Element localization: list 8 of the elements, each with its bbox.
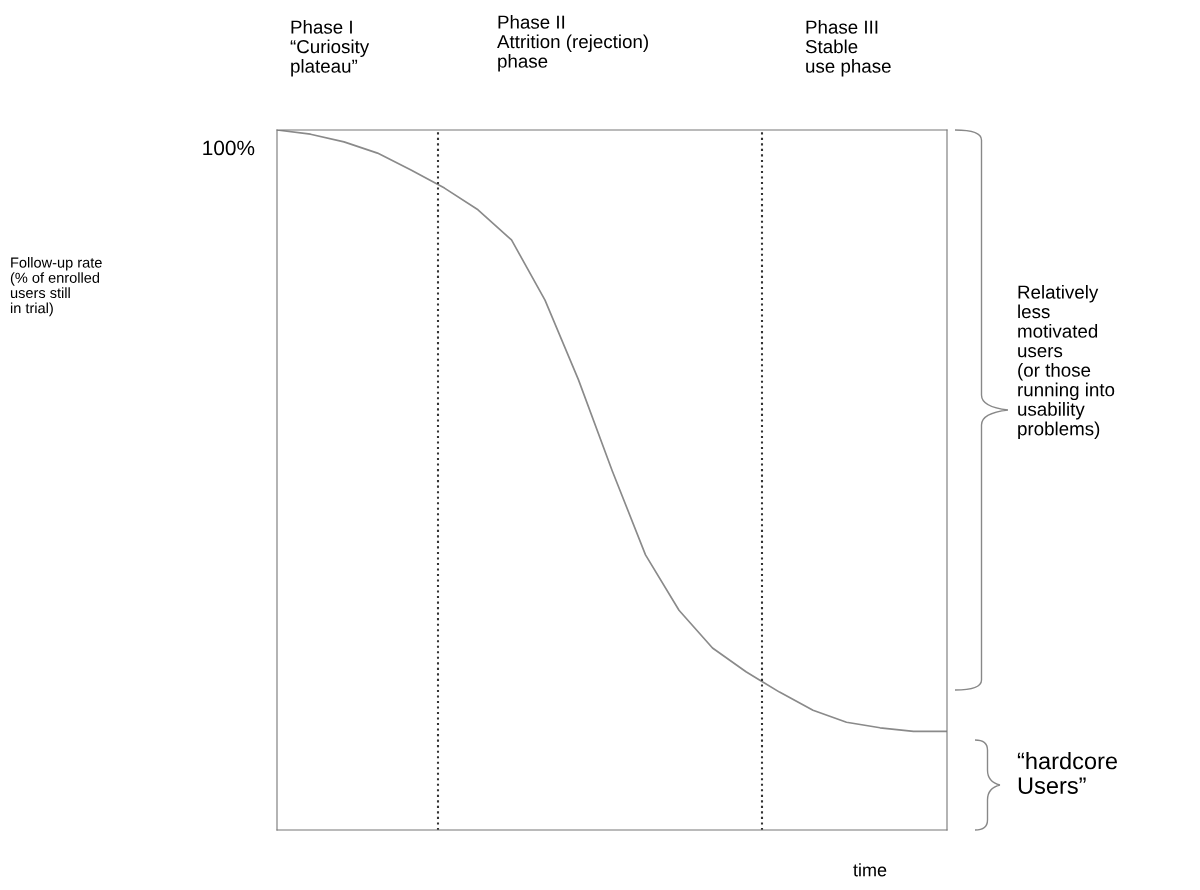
text: Phase I “Curiosity plateau”: [290, 20, 370, 77]
text: 100%: [203, 140, 255, 156]
text: Follow-up rate (% of enrolled users still in trial): [10, 257, 102, 317]
text: “hardcore Users”: [1017, 752, 1117, 794]
text: Phase III Stable use phase: [805, 20, 891, 77]
x-axis-title: time: [853, 863, 887, 877]
text: Phase II Attrition (rejection) phase: [497, 15, 648, 72]
text: Relatively less motivated users (or those running into usability problems): [1018, 285, 1115, 440]
